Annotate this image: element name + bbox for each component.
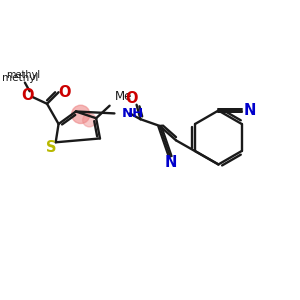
Text: O: O [125, 92, 138, 106]
Text: NH: NH [122, 107, 144, 120]
Text: O: O [58, 85, 70, 100]
Text: methyl: methyl [2, 73, 38, 83]
Text: S: S [46, 140, 56, 154]
Text: Me: Me [114, 90, 132, 103]
Circle shape [83, 113, 96, 127]
Text: methyl: methyl [6, 70, 40, 80]
Text: N: N [244, 103, 256, 118]
Text: N: N [165, 155, 177, 170]
Circle shape [72, 105, 90, 124]
Text: O: O [22, 88, 34, 103]
